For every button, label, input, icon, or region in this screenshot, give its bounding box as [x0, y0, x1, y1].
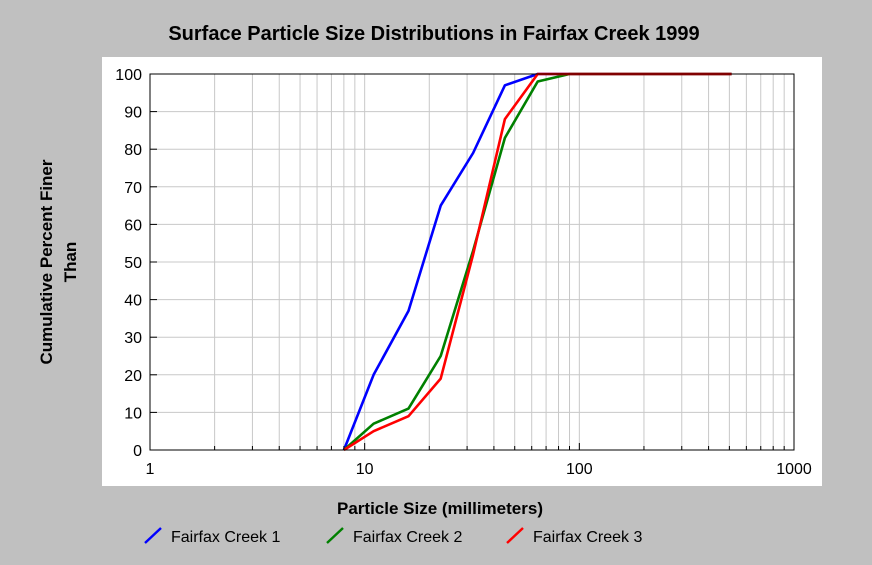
y-tick-label: 90 [124, 105, 142, 122]
y-tick-label: 40 [124, 293, 142, 310]
legend-label-3: Fairfax Creek 3 [533, 529, 642, 546]
y-tick-label: 100 [115, 67, 142, 84]
x-tick-label: 1 [146, 461, 155, 478]
legend: Fairfax Creek 1 Fairfax Creek 2 Fairfax Cr… [144, 527, 642, 546]
legend-label-2: Fairfax Creek 2 [353, 529, 462, 546]
x-tick-label: 1000 [776, 461, 812, 478]
legend-label-1: Fairfax Creek 1 [171, 529, 280, 546]
x-axis-title: Particle Size (millimeters) [337, 499, 543, 518]
y-tick-label: 20 [124, 368, 142, 385]
y-tick-label: 30 [124, 330, 142, 347]
y-tick-label: 60 [124, 217, 142, 234]
y-axis-title: Cumulative Percent Finer Than [37, 159, 80, 364]
chart-panel [102, 57, 822, 486]
y-tick-label: 0 [133, 443, 142, 460]
y-axis-title-line-1: Cumulative Percent Finer [37, 159, 56, 364]
y-tick-label: 80 [124, 142, 142, 159]
y-tick-label: 50 [124, 255, 142, 272]
y-tick-label: 10 [124, 405, 142, 422]
legend-swatch-2 [326, 527, 344, 544]
y-axis-title-line-2: Than [61, 242, 80, 283]
x-tick-label: 100 [566, 461, 593, 478]
tick-labels: 1 10 100 1000 0 10 20 30 40 50 60 70 80 90 100 [115, 67, 812, 478]
chart-title: Surface Particle Size Distributions in F… [168, 23, 699, 45]
x-tick-label: 10 [356, 461, 374, 478]
y-tick-label: 70 [124, 180, 142, 197]
legend-swatch-1 [144, 527, 162, 544]
legend-swatch-3 [506, 527, 524, 544]
